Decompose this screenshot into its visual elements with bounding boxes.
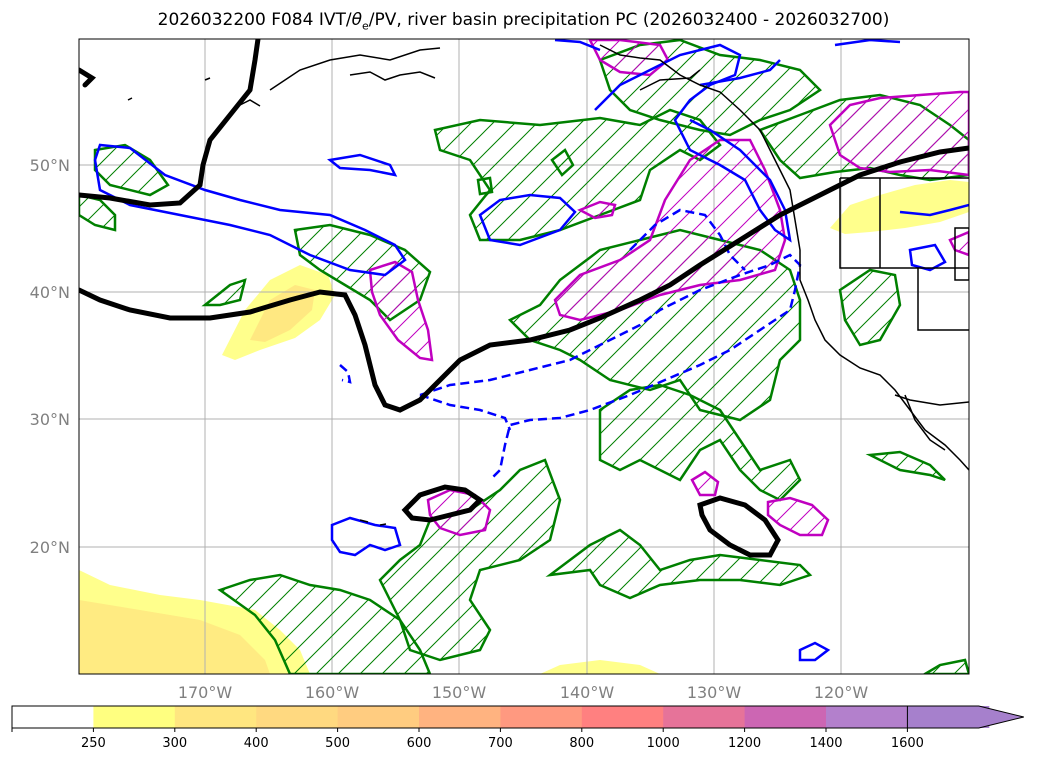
colorbar-segment <box>826 706 908 728</box>
colorbar-tick-label: 400 <box>244 736 269 751</box>
pv-dashed-contours <box>339 208 802 481</box>
colorbar-segment <box>337 706 420 728</box>
colorbar-segment <box>500 706 583 728</box>
colorbar-segment <box>174 706 257 728</box>
colorbar-tick-label: 250 <box>81 736 106 751</box>
lat-label-40: 40°N <box>30 283 70 302</box>
colorbar-segment <box>581 706 664 728</box>
colorbar-segment <box>663 706 746 728</box>
colorbar-tick-label: 600 <box>407 736 432 751</box>
lon-label-150w: 150°W <box>432 683 487 702</box>
lon-label-140w: 140°W <box>560 683 615 702</box>
colorbar-segment <box>419 706 501 728</box>
colorbar-tick-label: 800 <box>569 736 594 751</box>
colorbar-segment <box>93 706 176 728</box>
lon-label-120w: 120°W <box>814 683 869 702</box>
theta-contours <box>368 39 969 537</box>
colorbar-tick-label: 1000 <box>647 736 680 751</box>
ivt-shade-pnw <box>830 180 969 234</box>
colorbar: 250 300 400 500 600 700 800 1000 1200 1400 1600 <box>11 705 1024 751</box>
colorbar-tick-label: 500 <box>325 736 350 751</box>
lon-label-130w: 130°W <box>687 683 742 702</box>
pv-contours <box>93 39 969 662</box>
lat-label-30: 30°N <box>30 410 70 429</box>
colorbar-tick-label: 1600 <box>891 736 924 751</box>
colorbar-tick-label: 700 <box>488 736 513 751</box>
colorbar-tick-label: 1200 <box>728 736 761 751</box>
ivt-contours <box>79 39 969 558</box>
coastlines <box>127 44 969 526</box>
lat-label-50: 50°N <box>30 156 70 175</box>
lon-label-170w: 170°W <box>178 683 233 702</box>
colorbar-segment <box>744 706 827 728</box>
chart-title: 2026032200 F084 IVT/θe/PV, river basin p… <box>157 10 890 33</box>
colorbar-outline <box>11 705 908 729</box>
colorbar-tick-label: 300 <box>162 736 187 751</box>
colorbar-segment <box>256 706 339 728</box>
lat-label-20: 20°N <box>30 538 70 557</box>
ivt-shade-south <box>540 660 660 674</box>
colorbar-segment <box>12 706 94 728</box>
ivt-shade-southwest-core <box>79 600 270 674</box>
lon-label-160w: 160°W <box>305 683 360 702</box>
map-frame <box>78 38 970 675</box>
colorbar-tick-label: 1400 <box>809 736 842 751</box>
colorbar-extension-arrow <box>907 705 1024 729</box>
